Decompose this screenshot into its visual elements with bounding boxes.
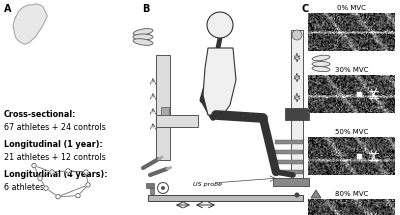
Circle shape <box>66 169 70 173</box>
Bar <box>161 107 169 115</box>
Circle shape <box>50 170 54 174</box>
Ellipse shape <box>133 29 153 35</box>
Circle shape <box>76 194 80 198</box>
Text: 67 athletes + 24 controls: 67 athletes + 24 controls <box>4 123 106 132</box>
Circle shape <box>56 195 60 199</box>
Text: Longitudinal (4 years):: Longitudinal (4 years): <box>4 170 108 179</box>
Bar <box>275 160 303 164</box>
Polygon shape <box>13 4 47 44</box>
Bar <box>148 195 303 201</box>
Bar <box>275 170 303 174</box>
Bar <box>146 183 154 188</box>
Circle shape <box>32 163 36 168</box>
Text: Longitudinal (1 year):: Longitudinal (1 year): <box>4 140 103 149</box>
Ellipse shape <box>312 55 330 61</box>
Bar <box>273 178 309 186</box>
Bar <box>291 30 303 185</box>
Bar <box>275 150 303 154</box>
Text: 21 athletes + 12 controls: 21 athletes + 12 controls <box>4 153 106 162</box>
Text: Cross-sectional:: Cross-sectional: <box>4 110 76 119</box>
Circle shape <box>38 176 42 181</box>
Circle shape <box>294 192 300 198</box>
Text: 30% MVC: 30% MVC <box>335 67 368 73</box>
Circle shape <box>44 186 48 190</box>
Bar <box>150 188 154 194</box>
Polygon shape <box>203 48 236 115</box>
Ellipse shape <box>133 39 153 45</box>
Ellipse shape <box>312 66 330 72</box>
Text: US probe: US probe <box>193 182 222 187</box>
Text: 0% MVC: 0% MVC <box>337 5 366 11</box>
Text: 80% MVC: 80% MVC <box>335 191 368 197</box>
Text: A: A <box>4 4 12 14</box>
Circle shape <box>86 183 90 187</box>
Bar <box>156 55 170 160</box>
Bar <box>156 115 198 127</box>
Ellipse shape <box>312 61 330 66</box>
Circle shape <box>158 183 168 194</box>
Circle shape <box>84 170 88 174</box>
Polygon shape <box>311 190 321 198</box>
Text: 6 athletes: 6 athletes <box>4 183 44 192</box>
Ellipse shape <box>133 34 153 40</box>
Bar <box>275 140 303 144</box>
Circle shape <box>207 12 233 38</box>
Text: 50% MVC: 50% MVC <box>335 129 368 135</box>
Text: B: B <box>142 4 149 14</box>
Circle shape <box>161 186 165 190</box>
Bar <box>285 108 309 120</box>
Circle shape <box>292 30 302 40</box>
Text: C: C <box>302 4 309 14</box>
